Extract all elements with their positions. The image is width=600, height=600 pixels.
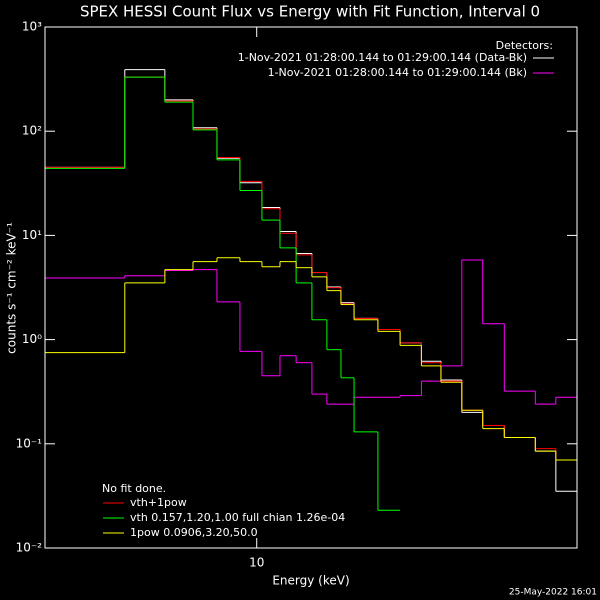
legend-label: 1-Nov-2021 01:28:00.144 to 01:29:00.144 … [268,66,527,79]
y-tick-label: 10⁻¹ [16,436,43,450]
legend-label: 1-Nov-2021 01:28:00.144 to 01:29:00.144 … [238,51,527,64]
plot-area [45,69,577,511]
y-tick-label: 10⁻² [16,541,43,555]
y-axis-label: counts s⁻¹ cm⁻² keV⁻¹ [5,222,19,354]
plot-frame [44,26,578,549]
timestamp: 25-May-2022 16:01 [509,588,597,598]
y-tick-label: 10³ [22,20,42,34]
annotation: No fit done. [102,482,166,495]
y-tick-label: 10⁰ [22,332,42,346]
chart-title: SPEX HESSI Count Flux vs Energy with Fit… [80,3,540,21]
legend-label: 1pow 0.0906,3.20,50.0 [130,526,258,539]
legend-title: Detectors: [496,39,553,52]
legend-label: vth 0.157,1.20,1.00 full chian 1.26e-04 [130,511,345,524]
x-tick-label: 10 [249,556,264,570]
legend-label: vth+1pow [130,496,187,509]
y-tick-label: 10¹ [22,228,42,242]
y-tick-label: 10² [22,124,42,138]
x-axis-label: Energy (keV) [272,574,349,588]
